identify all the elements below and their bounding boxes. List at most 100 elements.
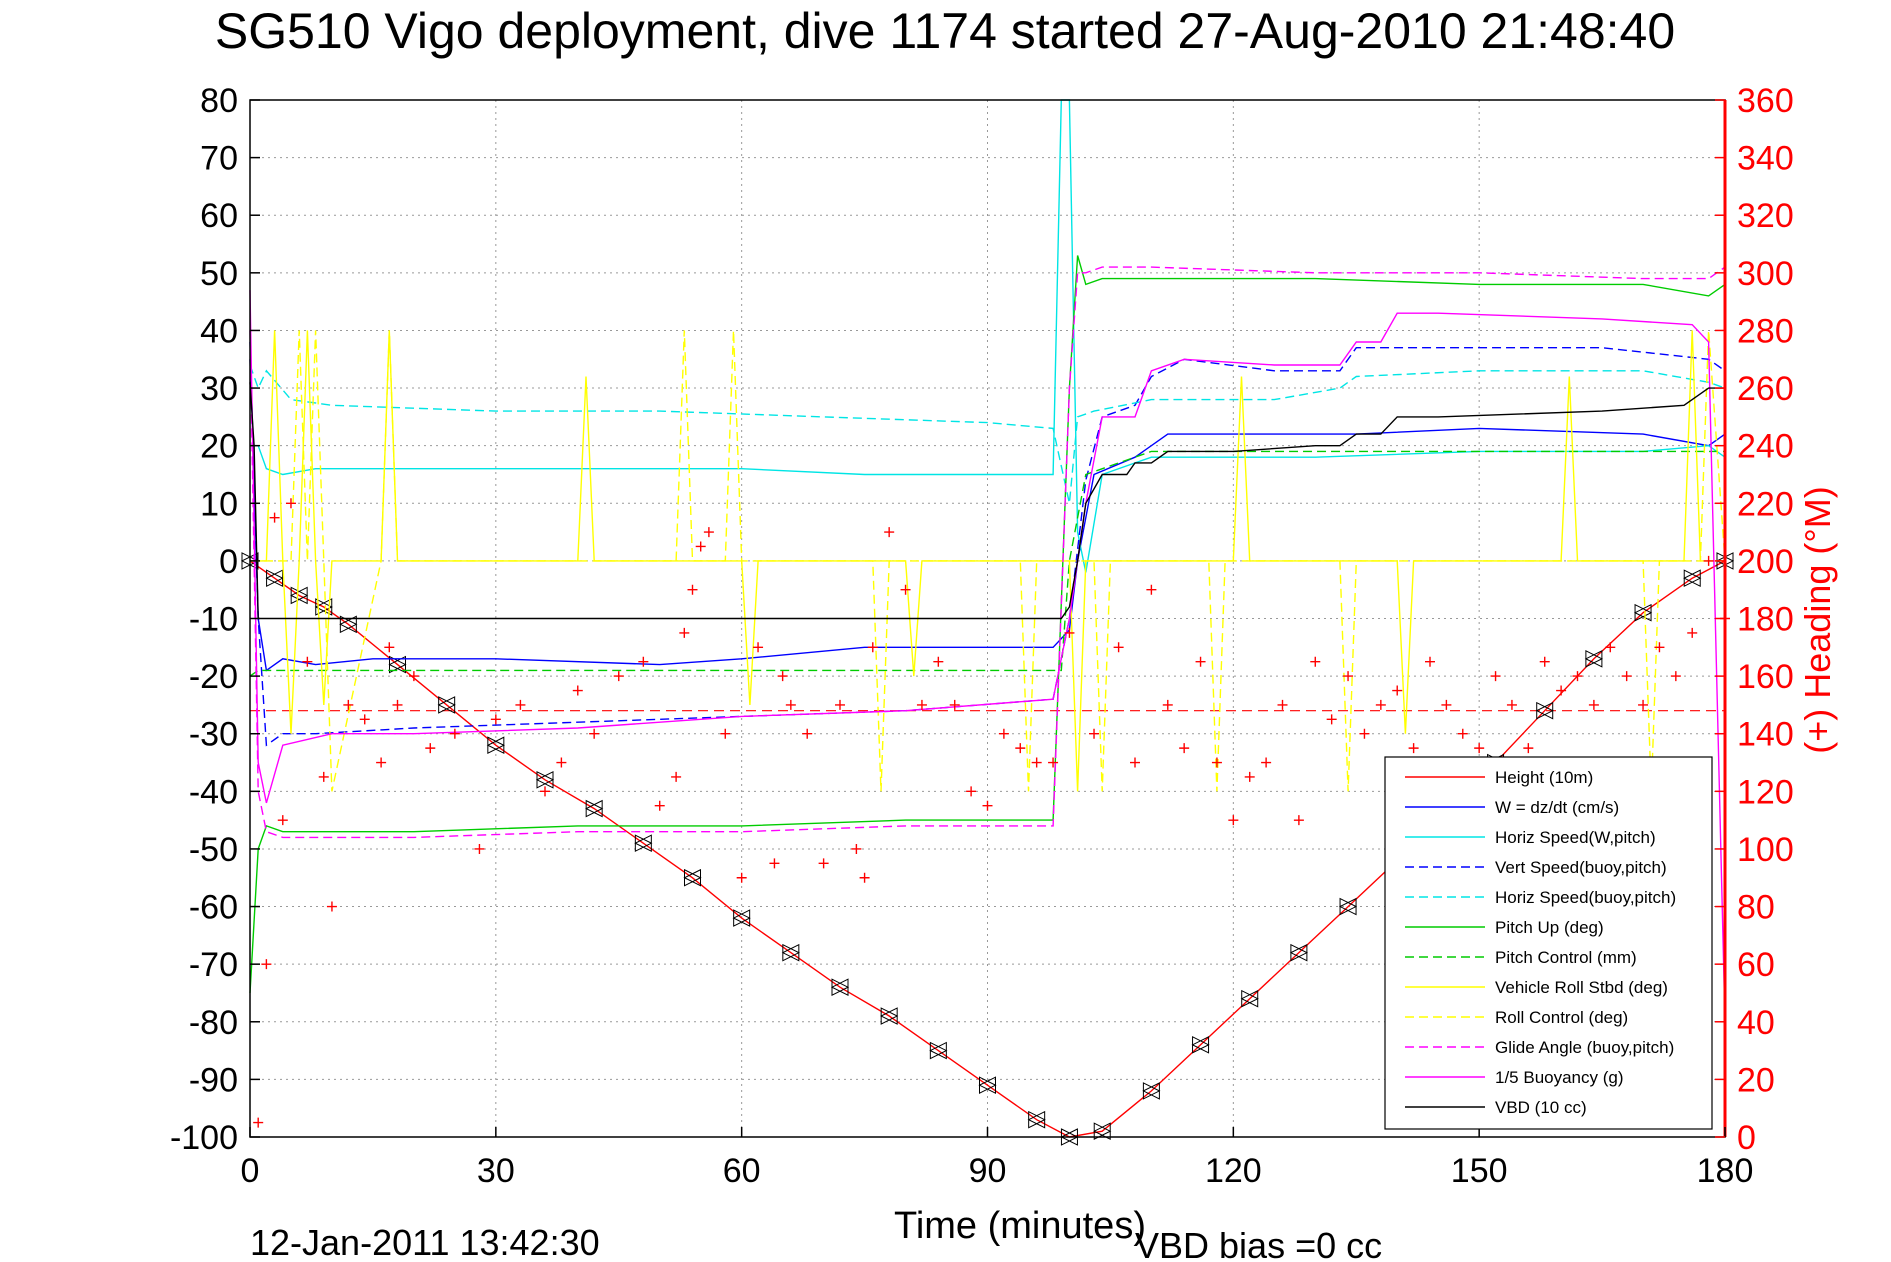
x-tick-label: 180: [1697, 1152, 1754, 1190]
legend-label: VBD (10 cc): [1495, 1098, 1587, 1117]
x-tick-label: 120: [1205, 1152, 1262, 1190]
heading-marker: [490, 714, 501, 725]
heading-marker: [867, 642, 878, 653]
heading-marker: [1621, 671, 1632, 682]
height-marker: [683, 868, 702, 887]
y-right-tick-label: 280: [1737, 312, 1794, 350]
height-marker: [1093, 1122, 1112, 1141]
series-line: [249, 347, 1726, 747]
heading-marker: [671, 771, 682, 782]
heading-marker: [1211, 757, 1222, 768]
y-tick-label: 80: [200, 82, 238, 120]
heading-marker: [1015, 743, 1026, 754]
heading-marker: [253, 1117, 264, 1128]
height-marker: [486, 736, 505, 755]
series-8: [250, 330, 1726, 792]
heading-marker: [1228, 815, 1239, 826]
heading-marker: [1244, 771, 1255, 782]
x-tick-label: 0: [241, 1152, 260, 1190]
series-line: [249, 382, 1725, 620]
heading-marker: [269, 512, 280, 523]
heading-marker: [1588, 699, 1599, 710]
y-right-tick-label: 140: [1737, 716, 1794, 754]
heading-marker: [703, 527, 714, 538]
y-right-tick-label: 20: [1737, 1061, 1775, 1099]
heading-marker: [720, 728, 731, 739]
series-line: [249, 450, 1725, 677]
y-tick-label: -90: [189, 1061, 238, 1099]
x-tick-label: 90: [969, 1152, 1007, 1190]
series-line: [249, 266, 1726, 839]
x-tick-label: 30: [477, 1152, 515, 1190]
y-right-tick-label: 80: [1737, 889, 1775, 927]
heading-marker: [1326, 714, 1337, 725]
y-tick-label: 70: [200, 140, 238, 178]
height-marker: [388, 655, 407, 674]
heading-marker: [1408, 743, 1419, 754]
series-12: [253, 498, 1730, 1128]
heading-marker: [1359, 728, 1370, 739]
height-marker: [1240, 989, 1259, 1008]
height-marker: [830, 978, 850, 997]
heading-marker: [933, 656, 944, 667]
heading-marker: [982, 800, 993, 811]
series-layer: [240, 99, 1735, 1146]
legend-label: Height (10m): [1495, 768, 1593, 787]
height-marker: [880, 1007, 899, 1025]
y-right-tick-label: 340: [1737, 140, 1794, 178]
series-line: [249, 290, 1726, 1022]
heading-marker: [998, 728, 1009, 739]
y-right-tick-label: 40: [1737, 1004, 1775, 1042]
height-marker: [290, 586, 309, 605]
ticks: 0 30 60 90 120 150 18080706050403020100-10-20-…: [170, 82, 1794, 1190]
heading-marker: [1605, 642, 1616, 653]
legend-label: Vert Speed(buoy,pitch): [1495, 858, 1667, 877]
heading-marker: [1638, 699, 1649, 710]
heading-marker: [1523, 743, 1534, 754]
y-tick-label: -60: [189, 889, 238, 927]
heading-marker: [687, 584, 698, 595]
legend-label: Glide Angle (buoy,pitch): [1495, 1038, 1674, 1057]
heading-marker: [1277, 699, 1288, 710]
height-marker: [314, 598, 333, 616]
series-1: [249, 341, 1726, 672]
heading-marker: [408, 671, 419, 682]
heading-marker: [1048, 757, 1059, 768]
heading-marker: [966, 786, 977, 797]
heading-marker: [1343, 671, 1354, 682]
heading-marker: [679, 627, 690, 638]
heading-marker: [1392, 685, 1403, 696]
heading-marker: [1089, 728, 1100, 739]
y-right-tick-label: 60: [1737, 946, 1775, 984]
heading-marker: [777, 671, 788, 682]
heading-marker: [638, 656, 649, 667]
series-4: [249, 364, 1726, 504]
height-marker: [265, 569, 284, 587]
heading-marker: [1654, 642, 1665, 653]
height-marker: [1027, 1110, 1046, 1129]
heading-marker: [1474, 743, 1485, 754]
heading-marker: [949, 699, 960, 710]
heading-marker: [802, 728, 813, 739]
height-marker: [1683, 569, 1702, 587]
legend-label: 1/5 Buoyancy (g): [1495, 1068, 1624, 1087]
heading-marker: [654, 800, 665, 811]
legend-label: Roll Control (deg): [1495, 1008, 1628, 1027]
heading-marker: [1490, 671, 1501, 682]
heading-marker: [1670, 671, 1681, 682]
series-line: [250, 99, 1726, 573]
heading-marker: [818, 858, 829, 869]
y-tick-label: -80: [189, 1004, 238, 1042]
legend: Height (10m) W = dz/dt (cm/s) Horiz Speed(…: [1384, 756, 1713, 1130]
legend-box: [1384, 756, 1713, 1130]
height-marker: [732, 909, 751, 927]
heading-marker: [1031, 757, 1042, 768]
x-axis-label: Time (minutes): [894, 1205, 1146, 1247]
heading-marker: [1130, 757, 1140, 768]
y-tick-label: -30: [189, 716, 238, 754]
heading-marker: [1572, 671, 1583, 682]
heading-marker: [1425, 656, 1435, 667]
heading-marker: [916, 699, 927, 710]
heading-marker: [318, 771, 329, 782]
